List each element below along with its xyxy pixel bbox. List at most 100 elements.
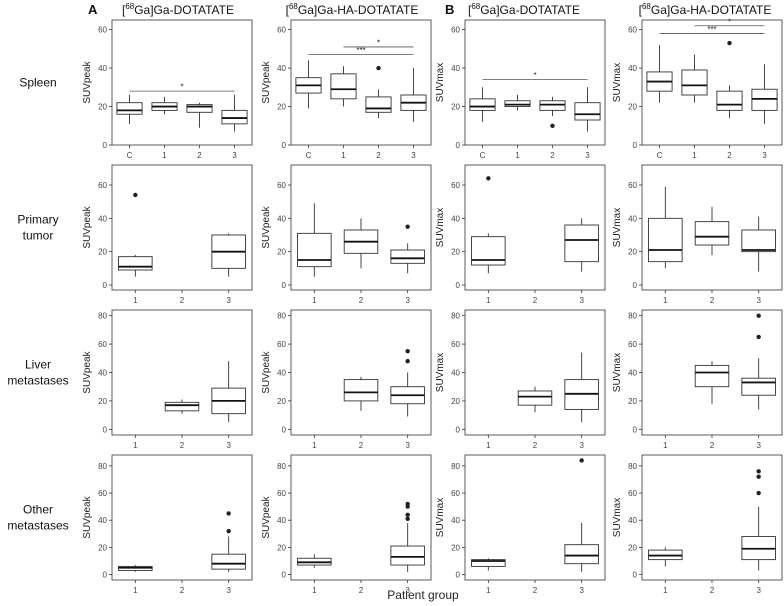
column-header-0: [68Ga]Ga-DOTATATE (122, 2, 234, 17)
box-iqr (741, 377, 776, 396)
y-tick-label: 60 (451, 181, 460, 190)
y-tick-label: 40 (628, 516, 637, 525)
x-tick-label: 1 (663, 441, 668, 450)
box-2 (694, 361, 730, 404)
y-tick-label: 60 (451, 26, 460, 35)
box-iqr (365, 96, 392, 113)
x-tick-label: 1 (312, 586, 317, 595)
x-tick-label: 1 (486, 441, 491, 450)
y-axis-label: SUVmax (435, 63, 446, 102)
y-axis-label: SUVmax (435, 498, 446, 537)
box-1 (151, 96, 178, 115)
x-tick-label: 2 (359, 296, 364, 305)
x-tick-label: 3 (226, 586, 231, 595)
outlier-point (226, 528, 231, 534)
x-axis-label: Patient group (387, 588, 459, 602)
y-tick-label: 20 (277, 543, 286, 552)
y-tick-label: 20 (451, 397, 460, 406)
box-1 (471, 558, 506, 571)
outlier-point (756, 474, 761, 479)
box-iqr (694, 221, 730, 246)
box-2 (694, 206, 730, 255)
panel-r3-c0: 0 20 40 60 80 SUVpeak 1 2 3 (82, 454, 253, 595)
y-tick-label: 60 (98, 489, 107, 498)
y-tick-label: 20 (277, 248, 286, 257)
outlier-point (405, 358, 410, 364)
significance-label: * (180, 83, 183, 92)
y-tick-label: 20 (98, 397, 107, 406)
column-header-2: [68Ga]Ga-DOTATATE (468, 2, 580, 17)
box-1 (118, 565, 153, 572)
outlier-point (405, 512, 410, 517)
box-1 (471, 176, 506, 274)
y-tick-label: 40 (451, 516, 460, 525)
significance-label: * (377, 38, 380, 47)
panel-frame (111, 164, 253, 291)
y-tick-label: 60 (628, 26, 637, 35)
x-tick-label: 3 (405, 296, 410, 305)
y-tick-label: 40 (451, 64, 460, 73)
outlier-point (550, 123, 555, 128)
y-axis-label: SUVpeak (82, 205, 93, 248)
column-header-bracket: [ (122, 3, 126, 17)
y-tick-label: 40 (277, 369, 286, 378)
panel-frame (641, 19, 783, 146)
y-tick-label: 40 (628, 214, 637, 223)
x-tick-label: 2 (710, 296, 715, 305)
y-tick-label: 0 (456, 141, 461, 150)
x-tick-label: 3 (579, 441, 584, 450)
y-axis-label: SUVmax (435, 208, 446, 247)
y-tick-label: 80 (451, 462, 460, 471)
x-tick-label: 3 (579, 296, 584, 305)
x-tick-label: 3 (756, 586, 761, 595)
box-iqr (564, 544, 599, 565)
panel-r0-c2: 0 20 40 60 SUVmax C 1 2 3 * (435, 19, 606, 160)
outlier-point (727, 40, 732, 46)
box-C (116, 95, 143, 124)
panel-r1-c3: 0 20 40 60 SUVmax 1 2 3 (612, 164, 783, 305)
box-iqr (681, 69, 708, 96)
column-header-bracket: [ (468, 3, 472, 17)
panel-frame (111, 19, 253, 146)
y-axis-label: SUVmax (612, 63, 623, 102)
x-tick-label: 3 (232, 151, 237, 160)
y-tick-label: 60 (451, 340, 460, 349)
box-3 (564, 352, 599, 423)
box-2 (716, 40, 743, 119)
x-tick-label: 2 (359, 441, 364, 450)
y-tick-label: 0 (103, 425, 108, 434)
panel-frame (464, 309, 606, 436)
panel-r3-c1: 0 20 40 60 80 SUVpeak 1 2 3 (261, 454, 432, 595)
y-axis-label: SUVpeak (82, 350, 93, 393)
x-tick-label: 2 (197, 151, 202, 160)
x-tick-label: 1 (133, 441, 138, 450)
y-tick-label: 60 (277, 26, 286, 35)
y-tick-label: 20 (451, 543, 460, 552)
y-tick-label: 0 (456, 425, 461, 434)
x-tick-label: 1 (515, 151, 520, 160)
column-header-3: [68Ga]Ga-HA-DOTATATE (639, 2, 772, 17)
x-tick-label: C (657, 151, 663, 160)
y-tick-label: 80 (628, 462, 637, 471)
x-tick-label: 1 (312, 296, 317, 305)
column-header-superscript: 68 (471, 2, 480, 11)
y-tick-label: 80 (628, 312, 637, 321)
box-1 (504, 95, 531, 111)
x-tick-label: 1 (663, 296, 668, 305)
box-3 (211, 511, 246, 572)
outlier-point (405, 224, 410, 229)
row-label-1: Primary tumor (17, 213, 58, 243)
column-header-superscript: 68 (125, 2, 134, 11)
row-label-2: Liver metastases (7, 358, 68, 388)
x-tick-label: 1 (341, 151, 346, 160)
panel-label-a: A (88, 2, 98, 17)
significance-label: * (728, 17, 731, 26)
panel-label-b: B (445, 2, 454, 17)
row-label-0: Spleen (19, 76, 56, 90)
x-tick-label: C (306, 151, 312, 160)
box-iqr (118, 256, 153, 271)
box-1 (648, 186, 683, 269)
y-axis-label: SUVpeak (261, 60, 272, 103)
box-iqr (186, 104, 213, 113)
y-tick-label: 20 (628, 543, 637, 552)
